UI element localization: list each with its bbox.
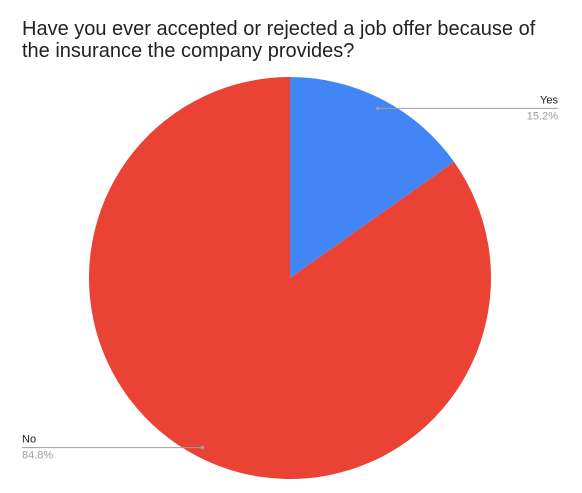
slice-value-label: 84.8% bbox=[22, 450, 53, 462]
slice-label: No bbox=[22, 434, 36, 446]
leader-dot bbox=[375, 106, 380, 111]
pie-slice bbox=[88, 77, 491, 479]
leader-dot bbox=[200, 445, 205, 450]
chart-title: Have you ever accepted or rejected a job… bbox=[22, 18, 536, 62]
slice-label: Yes bbox=[540, 94, 558, 106]
slice-value-label: 15.2% bbox=[527, 110, 558, 122]
pie-slice bbox=[290, 77, 455, 278]
